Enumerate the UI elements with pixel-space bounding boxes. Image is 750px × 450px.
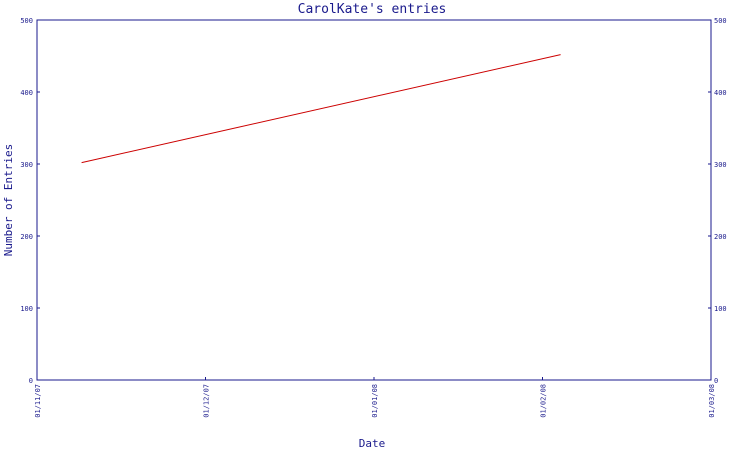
y-tick-label-left: 500 [20, 17, 33, 25]
plot-frame [36, 19, 712, 381]
x-tick-label: 01/11/07 [34, 384, 42, 418]
x-axis-label: Date [359, 437, 386, 450]
y-tick-label-right: 500 [714, 17, 727, 25]
y-tick-label-left: 300 [20, 161, 33, 169]
y-tick-label-left: 200 [20, 233, 33, 241]
y-tick-label-right: 200 [714, 233, 727, 241]
x-tick-label: 01/12/07 [203, 384, 211, 418]
y-tick-label-right: 100 [714, 305, 727, 313]
y-tick-label-right: 300 [714, 161, 727, 169]
y-tick-label-left: 0 [29, 377, 33, 385]
x-tick-label: 01/01/08 [371, 384, 379, 418]
x-axis: 01/11/07 01/12/07 01/01/08 01/02/08 01/03/08 [34, 377, 716, 418]
y-axis-left: 0 100 200 300 400 500 [20, 17, 40, 385]
chart-title: CarolKate's entries [298, 2, 447, 17]
y-axis-label: Number of Entries [2, 144, 15, 257]
y-tick-label-left: 400 [20, 89, 33, 97]
series-line [81, 54, 561, 164]
x-tick-label: 01/03/08 [708, 384, 716, 418]
y-tick-label-right: 400 [714, 89, 727, 97]
y-axis-right: 0 100 200 300 400 500 [708, 17, 727, 385]
x-tick-label: 01/02/08 [540, 384, 548, 418]
y-tick-label-left: 100 [20, 305, 33, 313]
series-layer [81, 54, 561, 164]
y-tick-label-right: 0 [714, 377, 718, 385]
